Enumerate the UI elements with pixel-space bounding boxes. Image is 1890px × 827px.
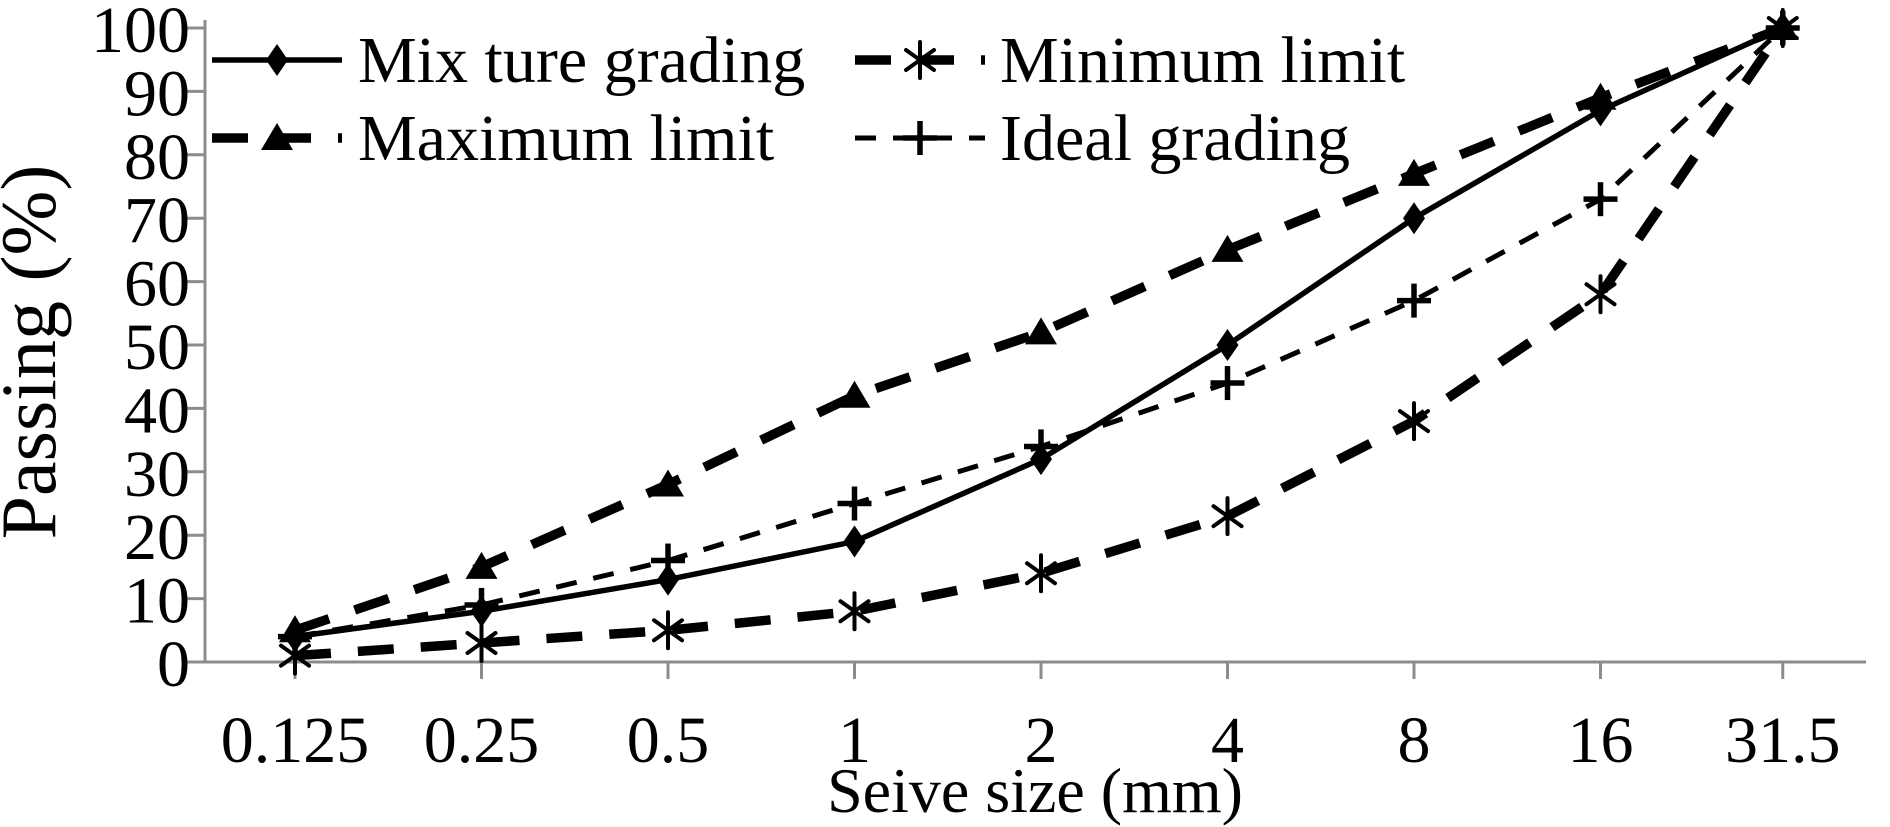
x-axis-title: Seive size (mm)	[827, 755, 1243, 826]
marker-asterisk	[652, 618, 684, 643]
marker-triangle	[1025, 317, 1057, 345]
legend-item-maximum-limit: Maximum limit	[212, 102, 774, 175]
legend-item-minimum-limit: Minimum limit	[855, 24, 1405, 97]
marker-asterisk	[1584, 282, 1617, 307]
y-tick-label: 40	[124, 374, 190, 447]
legend-item-mix-ture-grading: Mix ture grading	[212, 24, 805, 97]
x-tick-label: 0.5	[627, 704, 710, 777]
marker-asterisk	[1025, 561, 1057, 586]
marker-asterisk	[904, 48, 936, 72]
marker-diamond	[843, 525, 866, 558]
y-tick-label: 0	[157, 628, 190, 701]
legend-label: Mix ture grading	[358, 24, 805, 97]
marker-diamond	[1403, 202, 1425, 235]
y-tick-label: 70	[124, 184, 190, 257]
legend-label: Maximum limit	[358, 102, 774, 175]
x-tick-label: 0.25	[424, 704, 540, 777]
y-tick-label: 60	[124, 248, 190, 321]
x-tick-label: 31.5	[1725, 704, 1841, 777]
marker-asterisk	[838, 599, 871, 624]
marker-asterisk	[279, 643, 311, 668]
marker-triangle	[1211, 234, 1244, 262]
x-tick-label: 2	[1025, 704, 1058, 777]
x-tick-label: 1	[838, 704, 871, 777]
x-tick-label: 4	[1211, 704, 1244, 777]
marker-asterisk	[1211, 504, 1244, 529]
y-tick-label: 100	[91, 0, 190, 67]
series-mix-ture-grading	[284, 12, 1794, 653]
marker-triangle	[465, 551, 498, 579]
marker-asterisk	[465, 630, 498, 655]
marker-triangle	[261, 123, 293, 150]
legend-label: Minimum limit	[1000, 24, 1405, 97]
legend-label: Ideal grading	[1000, 102, 1350, 175]
y-tick-label: 50	[124, 311, 190, 384]
marker-triangle	[1398, 158, 1430, 186]
marker-diamond	[1030, 443, 1052, 476]
x-tick-label: 16	[1568, 704, 1634, 777]
marker-diamond	[470, 595, 493, 628]
marker-diamond	[266, 44, 288, 76]
legend-layer: Mix ture grading Minimum limit Maximum lim…	[212, 24, 1405, 175]
y-tick-label: 80	[124, 121, 190, 194]
marker-diamond	[1216, 329, 1239, 361]
y-tick-label: 10	[124, 565, 190, 638]
marker-triangle	[652, 469, 684, 497]
y-tick-label: 20	[124, 501, 190, 574]
x-tick-label: 0.125	[221, 704, 370, 777]
legend-item-ideal-grading: Ideal grading	[855, 102, 1350, 175]
marker-asterisk	[1398, 409, 1430, 434]
series-layer	[278, 8, 1800, 676]
marker-triangle	[838, 380, 871, 408]
y-tick-label: 30	[124, 438, 190, 511]
marker-diamond	[284, 620, 306, 653]
marker-diamond	[657, 563, 679, 596]
x-tick-label: 8	[1398, 704, 1431, 777]
series-line-maximum-limit	[293, 23, 1785, 635]
y-axis-title: Passing (%)	[0, 165, 72, 540]
marker-diamond	[1771, 12, 1794, 44]
y-tick-label: 90	[124, 57, 190, 130]
marker-diamond	[1589, 94, 1612, 127]
